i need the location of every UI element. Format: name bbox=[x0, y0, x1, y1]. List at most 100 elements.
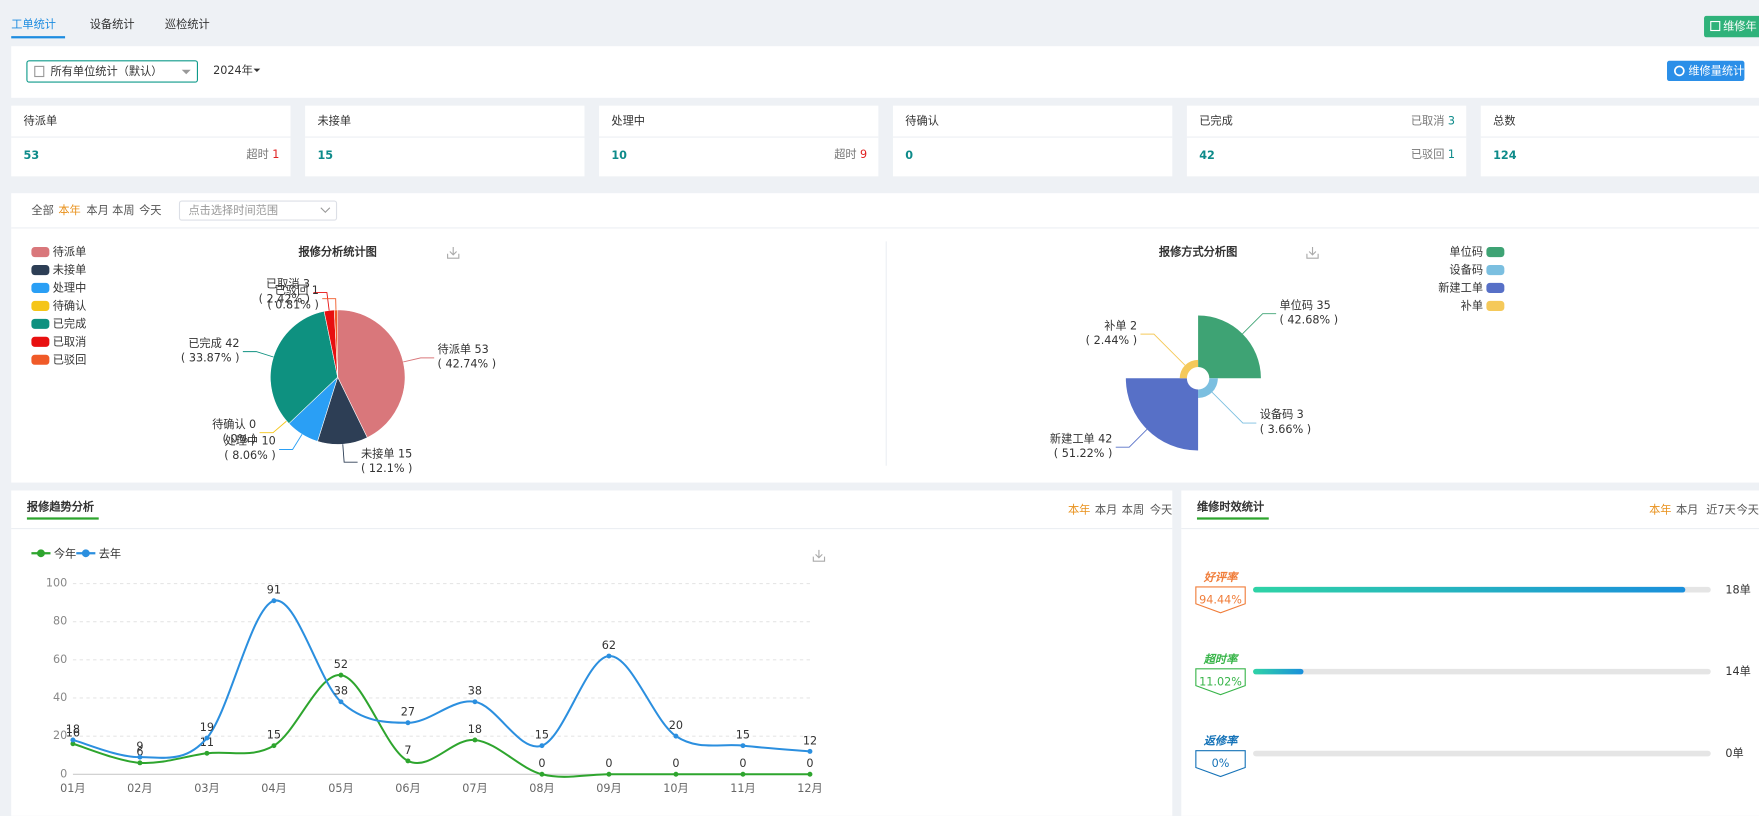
data-label: 7 bbox=[404, 744, 411, 757]
legend-swatch[interactable] bbox=[1486, 300, 1505, 311]
slice-label-name: 单位码 bbox=[1279, 298, 1313, 312]
legend-label: 待派单 bbox=[53, 245, 87, 259]
leader-line bbox=[342, 444, 358, 463]
x-tick-label: 06月 bbox=[395, 782, 420, 795]
data-label: 18 bbox=[66, 723, 80, 736]
legend-label: 补单 bbox=[1461, 299, 1483, 312]
slice-label-name: 待确认 bbox=[212, 417, 246, 431]
point bbox=[204, 735, 210, 741]
legend-label[interactable]: 去年 bbox=[99, 546, 121, 560]
point bbox=[271, 743, 277, 749]
slice-label-percent: ( 42.74% ) bbox=[438, 358, 497, 371]
slice-label-name: 已完成 bbox=[188, 336, 222, 350]
time-filter[interactable]: 本年 bbox=[1068, 503, 1090, 517]
data-label: 18 bbox=[468, 723, 482, 736]
card-label: 待确认 bbox=[905, 113, 939, 127]
time-filter[interactable]: 近7天 bbox=[1706, 504, 1736, 517]
point bbox=[137, 754, 143, 760]
legend-swatch[interactable] bbox=[1486, 282, 1505, 294]
pie-slice bbox=[270, 310, 338, 424]
legend-label: 未接单 bbox=[53, 264, 87, 277]
slice-label-percent: ( 42.68% ) bbox=[1279, 313, 1338, 326]
slice-label-value: 0 bbox=[249, 418, 256, 431]
time-filter[interactable]: 本年 bbox=[1649, 503, 1671, 517]
y-tick-label: 0 bbox=[60, 767, 67, 780]
slice-label-name: 设备码 bbox=[1260, 407, 1294, 421]
legend-swatch[interactable] bbox=[31, 264, 50, 276]
legend-swatch[interactable] bbox=[31, 318, 50, 329]
time-filter[interactable]: 本月 bbox=[1095, 503, 1117, 517]
trend-panel bbox=[11, 490, 1173, 816]
unit-select[interactable] bbox=[26, 60, 198, 83]
filter-panel bbox=[11, 46, 1759, 98]
top-button-label: 维修年 bbox=[1723, 19, 1757, 33]
time-filter[interactable]: 今天 bbox=[139, 203, 161, 217]
rate-count: 18单 bbox=[1725, 583, 1750, 596]
legend-swatch[interactable] bbox=[31, 354, 50, 365]
time-filter[interactable]: 本周 bbox=[1122, 503, 1144, 517]
year-select[interactable]: 2024年 bbox=[213, 63, 253, 77]
leader-line bbox=[1211, 391, 1257, 424]
slice-label: 设备码 3 bbox=[1260, 407, 1304, 421]
date-range-input[interactable] bbox=[178, 200, 338, 221]
rate-value: 0% bbox=[1212, 757, 1230, 770]
download-icon[interactable] bbox=[447, 247, 460, 259]
pie-slice bbox=[337, 309, 406, 438]
data-label: 52 bbox=[334, 658, 348, 671]
leader-line bbox=[1115, 429, 1148, 448]
slice-label: 处理中 10 bbox=[224, 435, 275, 448]
time-filter[interactable]: 今天 bbox=[1150, 503, 1172, 517]
slice-label-percent: ( 12.1% ) bbox=[361, 462, 412, 475]
stat-card bbox=[892, 105, 1173, 177]
legend-swatch[interactable] bbox=[1486, 264, 1505, 276]
stat-card bbox=[305, 105, 585, 177]
leader-line bbox=[1242, 313, 1277, 335]
time-filter[interactable]: 本月 bbox=[1676, 503, 1698, 517]
panel-title: 维修时效统计 bbox=[1197, 499, 1264, 513]
legend-swatch[interactable] bbox=[31, 336, 50, 347]
legend-label: 新建工单 bbox=[1438, 281, 1483, 295]
slice-label-percent: ( 2.42% ) bbox=[259, 292, 310, 305]
tab[interactable]: 设备统计 bbox=[90, 17, 135, 31]
legend-swatch[interactable] bbox=[1486, 247, 1505, 258]
x-tick-label: 01月 bbox=[60, 782, 85, 795]
chart-title: 报修分析统计图 bbox=[298, 245, 376, 259]
leader-line bbox=[242, 351, 274, 358]
slice-label-value: 3 bbox=[1297, 408, 1304, 421]
slice-label-value: 15 bbox=[398, 447, 412, 460]
tab[interactable]: 巡检统计 bbox=[165, 17, 210, 31]
time-filter[interactable]: 本月 bbox=[86, 203, 108, 217]
time-filter[interactable]: 本周 bbox=[112, 203, 134, 217]
download-icon[interactable] bbox=[812, 549, 826, 562]
legend-swatch[interactable] bbox=[31, 247, 50, 258]
rate-value: 94.44% bbox=[1199, 593, 1242, 606]
card-value: 53 bbox=[24, 149, 40, 162]
time-filter[interactable]: 本年 bbox=[58, 203, 80, 217]
x-tick-label: 09月 bbox=[596, 782, 621, 795]
x-tick-label: 08月 bbox=[529, 782, 554, 795]
card-label: 待派单 bbox=[24, 113, 58, 127]
time-filter[interactable]: 全部 bbox=[31, 203, 53, 217]
slice-label: 已驳回 1 bbox=[275, 284, 319, 297]
card-label: 已完成 bbox=[1199, 113, 1233, 127]
legend-label: 单位码 bbox=[1449, 245, 1483, 259]
point bbox=[405, 720, 411, 726]
note-label: 超时 bbox=[834, 147, 856, 161]
efficiency-panel bbox=[1181, 490, 1759, 816]
note-value: 9 bbox=[860, 148, 867, 161]
tab[interactable]: 工单统计 bbox=[11, 18, 56, 31]
legend-swatch[interactable] bbox=[31, 282, 50, 294]
slice-label-name: 已取消 bbox=[266, 277, 300, 291]
time-filter[interactable]: 今天 bbox=[1737, 503, 1759, 517]
data-label: 38 bbox=[468, 685, 482, 698]
legend-swatch[interactable] bbox=[31, 300, 50, 311]
y-tick-label: 80 bbox=[53, 615, 67, 628]
data-label: 15 bbox=[736, 729, 750, 742]
legend-dot bbox=[81, 549, 90, 558]
stat-button[interactable] bbox=[1667, 60, 1745, 81]
legend-label: 处理中 bbox=[53, 282, 87, 295]
leader-line bbox=[322, 298, 337, 310]
legend-label[interactable]: 今年 bbox=[54, 546, 76, 560]
note-label: 已驳回 bbox=[1411, 148, 1445, 161]
download-icon[interactable] bbox=[1306, 247, 1319, 259]
